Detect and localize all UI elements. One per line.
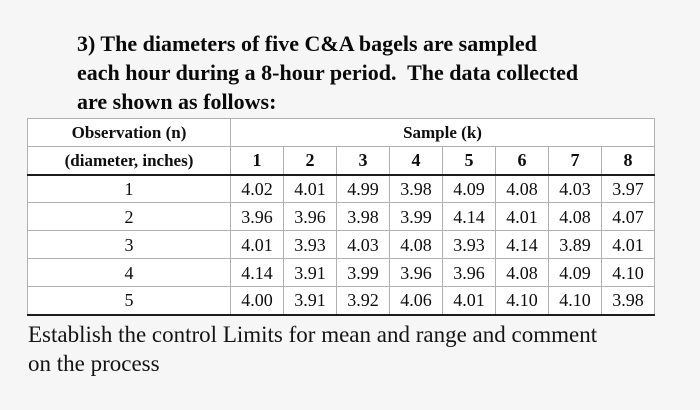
data-cell: 4.08 — [389, 230, 443, 259]
table-header-row: Observation (n) Sample (k) — [27, 118, 655, 147]
data-cell: 4.02 — [230, 174, 284, 203]
data-cell: 3.93 — [283, 230, 337, 259]
instruction-line-2: on the process — [28, 351, 160, 376]
data-cell: 4.01 — [230, 230, 284, 259]
instruction-text: Establish the control Limits for mean an… — [28, 320, 678, 378]
data-cell: 4.06 — [389, 286, 443, 316]
instruction-line-1: Establish the control Limits for mean an… — [28, 322, 598, 347]
bagel-diameter-table-container: Observation (n) Sample (k) (diameter, in… — [27, 118, 655, 316]
data-cell: 4.10 — [548, 286, 602, 316]
sample-header-cell: Sample (k) — [230, 118, 655, 147]
data-cell: 4.08 — [495, 174, 549, 203]
table-row: 1 4.02 4.01 4.99 3.98 4.09 4.08 4.03 3.9… — [27, 174, 655, 203]
problem-title-line-3: are shown as follows: — [77, 89, 277, 114]
data-cell: 3.91 — [283, 258, 337, 287]
observation-cell: 3 — [27, 230, 231, 259]
data-cell: 4.08 — [548, 202, 602, 231]
data-cell: 4.10 — [601, 258, 655, 287]
observation-header-cell: Observation (n) — [27, 118, 231, 147]
sample-column-header: 8 — [601, 146, 655, 176]
problem-statement: 3) The diameters of five C&A bagels are … — [77, 29, 677, 116]
sample-column-header: 1 — [230, 146, 284, 176]
data-cell: 3.91 — [283, 286, 337, 316]
data-cell: 4.14 — [442, 202, 496, 231]
data-cell: 3.89 — [548, 230, 602, 259]
observation-subheader-cell: (diameter, inches) — [27, 146, 231, 176]
data-cell: 4.09 — [442, 174, 496, 203]
data-cell: 3.96 — [389, 258, 443, 287]
table-subheader-row: (diameter, inches) 1 2 3 4 5 6 7 8 — [27, 146, 655, 176]
data-cell: 3.98 — [336, 202, 390, 231]
data-cell: 3.96 — [283, 202, 337, 231]
table-row: 5 4.00 3.91 3.92 4.06 4.01 4.10 4.10 3.9… — [27, 286, 655, 316]
data-cell: 3.93 — [442, 230, 496, 259]
data-cell: 4.01 — [495, 202, 549, 231]
data-cell: 4.14 — [230, 258, 284, 287]
problem-title-line-1: 3) The diameters of five C&A bagels are … — [77, 31, 537, 56]
data-cell: 4.07 — [601, 202, 655, 231]
data-cell: 4.99 — [336, 174, 390, 203]
data-cell: 3.99 — [336, 258, 390, 287]
sample-column-header: 6 — [495, 146, 549, 176]
data-cell: 4.00 — [230, 286, 284, 316]
data-cell: 4.08 — [495, 258, 549, 287]
observation-cell: 1 — [27, 174, 231, 203]
sample-column-header: 2 — [283, 146, 337, 176]
sample-column-header: 7 — [548, 146, 602, 176]
data-cell: 3.92 — [336, 286, 390, 316]
data-cell: 3.96 — [442, 258, 496, 287]
data-cell: 3.97 — [601, 174, 655, 203]
data-cell: 4.10 — [495, 286, 549, 316]
data-cell: 3.99 — [389, 202, 443, 231]
data-cell: 3.96 — [230, 202, 284, 231]
data-cell: 4.01 — [601, 230, 655, 259]
data-cell: 4.09 — [548, 258, 602, 287]
table-row: 2 3.96 3.96 3.98 3.99 4.14 4.01 4.08 4.0… — [27, 202, 655, 231]
data-cell: 3.98 — [389, 174, 443, 203]
data-cell: 4.01 — [442, 286, 496, 316]
bagel-diameter-table: Observation (n) Sample (k) (diameter, in… — [27, 118, 655, 316]
data-cell: 4.01 — [283, 174, 337, 203]
sample-column-header: 5 — [442, 146, 496, 176]
sample-column-header: 4 — [389, 146, 443, 176]
observation-cell: 5 — [27, 286, 231, 316]
table-row: 3 4.01 3.93 4.03 4.08 3.93 4.14 3.89 4.0… — [27, 230, 655, 259]
data-cell: 4.03 — [548, 174, 602, 203]
table-row: 4 4.14 3.91 3.99 3.96 3.96 4.08 4.09 4.1… — [27, 258, 655, 287]
problem-title-line-2: each hour during a 8-hour period. The da… — [77, 60, 579, 85]
data-cell: 3.98 — [601, 286, 655, 316]
data-cell: 4.03 — [336, 230, 390, 259]
data-cell: 4.14 — [495, 230, 549, 259]
observation-cell: 4 — [27, 258, 231, 287]
sample-column-header: 3 — [336, 146, 390, 176]
observation-cell: 2 — [27, 202, 231, 231]
